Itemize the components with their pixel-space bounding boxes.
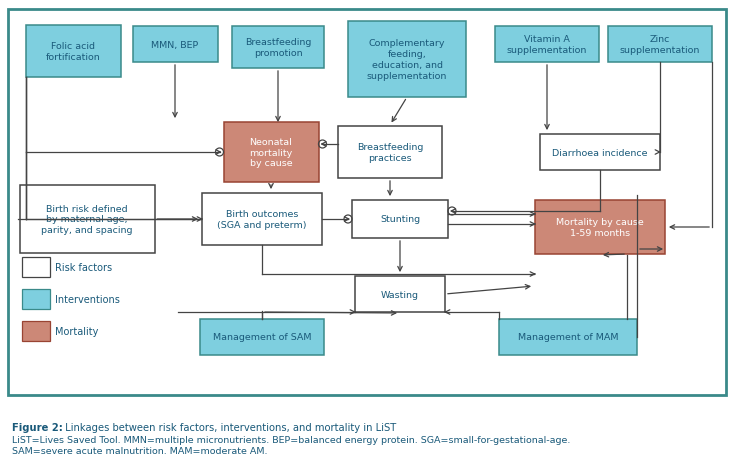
FancyBboxPatch shape — [20, 186, 154, 253]
Text: Mortality by cause
1-59 months: Mortality by cause 1-59 months — [556, 217, 644, 238]
FancyBboxPatch shape — [499, 319, 637, 355]
FancyBboxPatch shape — [223, 123, 319, 182]
Text: Risk factors: Risk factors — [55, 263, 112, 273]
FancyBboxPatch shape — [535, 201, 665, 254]
Text: MMN, BEP: MMN, BEP — [151, 40, 199, 50]
FancyBboxPatch shape — [338, 127, 442, 179]
FancyBboxPatch shape — [348, 22, 466, 98]
Text: Vitamin A
supplementation: Vitamin A supplementation — [506, 35, 587, 55]
Text: Management of SAM: Management of SAM — [213, 333, 311, 342]
FancyBboxPatch shape — [608, 27, 712, 63]
Text: Zinc
supplementation: Zinc supplementation — [619, 35, 700, 55]
FancyBboxPatch shape — [133, 27, 217, 63]
Text: LiST=Lives Saved Tool. MMN=multiple micronutrients. BEP=balanced energy protein.: LiST=Lives Saved Tool. MMN=multiple micr… — [12, 435, 570, 445]
Text: Breastfeeding
practices: Breastfeeding practices — [357, 143, 424, 162]
Text: Interventions: Interventions — [55, 294, 120, 304]
FancyBboxPatch shape — [200, 319, 324, 355]
FancyBboxPatch shape — [22, 321, 50, 341]
Text: Management of MAM: Management of MAM — [517, 333, 618, 342]
FancyBboxPatch shape — [26, 26, 120, 78]
Text: Diarrhoea incidence: Diarrhoea incidence — [552, 148, 647, 157]
FancyBboxPatch shape — [8, 10, 726, 395]
Text: Birth risk defined
by maternal age,
parity, and spacing: Birth risk defined by maternal age, pari… — [41, 204, 133, 235]
Text: SAM=severe acute malnutrition. MAM=moderate AM.: SAM=severe acute malnutrition. MAM=moder… — [12, 446, 267, 455]
FancyBboxPatch shape — [202, 193, 322, 245]
Text: Breastfeeding
promotion: Breastfeeding promotion — [245, 38, 311, 58]
FancyBboxPatch shape — [22, 289, 50, 309]
Text: Figure 2:: Figure 2: — [12, 422, 63, 432]
FancyBboxPatch shape — [232, 27, 324, 69]
Text: Neonatal
mortality
by cause: Neonatal mortality by cause — [250, 137, 293, 168]
Text: Wasting: Wasting — [381, 290, 419, 299]
FancyBboxPatch shape — [540, 135, 660, 171]
Text: Stunting: Stunting — [380, 215, 420, 224]
FancyBboxPatch shape — [22, 258, 50, 278]
Text: Birth outcomes
(SGA and preterm): Birth outcomes (SGA and preterm) — [217, 210, 307, 229]
Text: Linkages between risk factors, interventions, and mortality in LiST: Linkages between risk factors, intervent… — [62, 422, 396, 432]
Text: Mortality: Mortality — [55, 326, 98, 336]
Text: Complementary
feeding,
education, and
supplementation: Complementary feeding, education, and su… — [367, 39, 447, 81]
Text: Folic acid
fortification: Folic acid fortification — [46, 42, 101, 62]
FancyBboxPatch shape — [355, 276, 445, 312]
FancyBboxPatch shape — [495, 27, 599, 63]
FancyBboxPatch shape — [352, 201, 448, 238]
